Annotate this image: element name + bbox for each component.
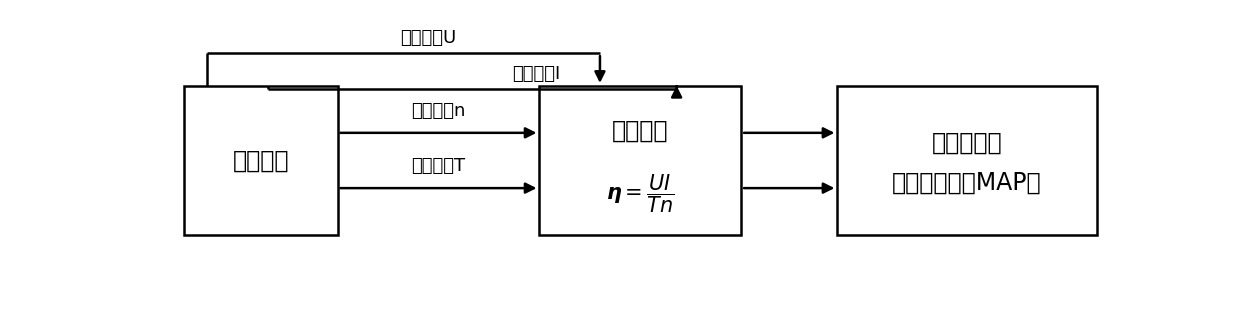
Bar [837, 86, 1096, 235]
Text: 电机转矩T: 电机转矩T [412, 157, 465, 175]
Bar [539, 86, 742, 235]
Text: 效率计算: 效率计算 [613, 119, 668, 143]
Text: 台架实验: 台架实验 [232, 148, 289, 172]
Text: 输入电流I: 输入电流I [512, 65, 560, 83]
Text: 输入电压U: 输入电压U [401, 29, 456, 47]
Text: 电机转速n: 电机转速n [412, 102, 466, 120]
Text: 电机效率特性MAP图: 电机效率特性MAP图 [893, 171, 1042, 195]
Text: $\boldsymbol{\eta}=\dfrac{UI}{Tn}$: $\boldsymbol{\eta}=\dfrac{UI}{Tn}$ [606, 172, 675, 215]
Bar [184, 86, 337, 235]
Text: 多组实验作: 多组实验作 [931, 131, 1002, 155]
